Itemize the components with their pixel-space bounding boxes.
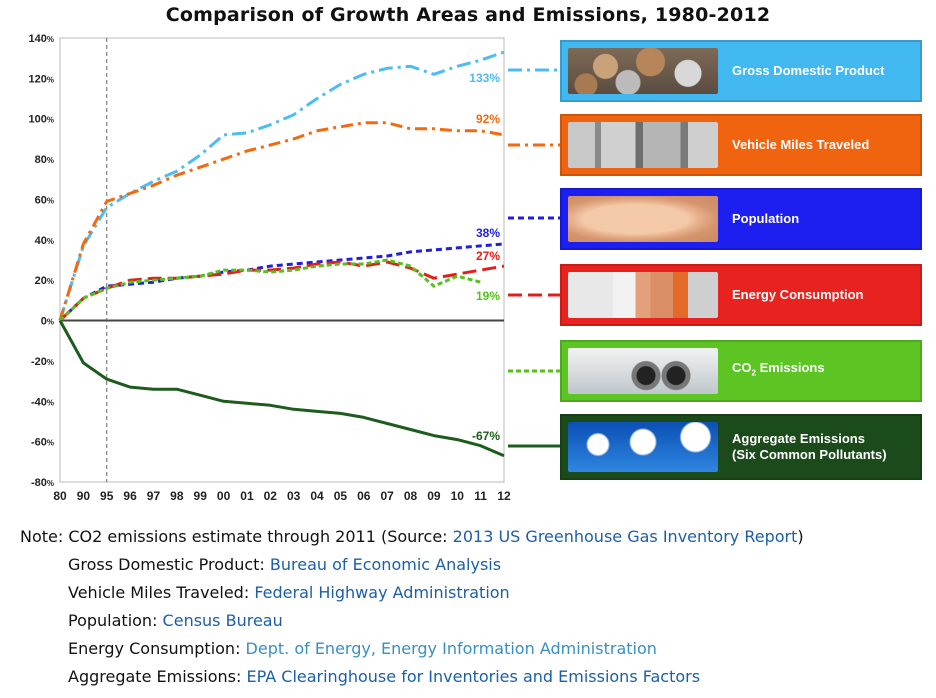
source-row-energy: Energy Consumption: Dept. of Energy, Ene…	[20, 635, 804, 663]
source-link[interactable]: Dept. of Energy, Energy Information Admi…	[245, 639, 657, 658]
chart-title: Comparison of Growth Areas and Emissions…	[165, 4, 771, 26]
plot-area	[59, 37, 505, 483]
series-end-label: 27%	[476, 249, 500, 263]
legend-panel: CO2 Emissions	[560, 340, 922, 402]
x-tick-label: 12	[497, 489, 511, 503]
x-tick-label: 03	[287, 489, 301, 503]
x-tick-label: 96	[123, 489, 137, 503]
traffic-photo	[568, 122, 718, 168]
x-tick-label: 80	[53, 489, 67, 503]
y-tick-label: 60%	[35, 194, 54, 206]
series-end-label: 133%	[469, 71, 500, 85]
source-notes: Note: CO2 emissions estimate through 201…	[20, 523, 804, 691]
series-line	[58, 258, 481, 322]
series-line	[58, 242, 505, 322]
x-tick-label: 98	[170, 489, 184, 503]
source-label: Energy Consumption:	[68, 639, 246, 658]
series-line	[58, 121, 505, 321]
source-label: Aggregate Emissions:	[68, 667, 247, 686]
source-label: Population:	[68, 611, 163, 630]
legend-label: Gross Domestic Product	[732, 63, 885, 78]
legend-panel: Gross Domestic Product	[560, 40, 922, 102]
line-chart: 140% 120% 100% 80% 60% 40% 20% 0% -20% -40% -60% -8…	[29, 33, 560, 503]
x-tick-label: 00	[217, 489, 231, 503]
x-tick-label: 05	[334, 489, 348, 503]
y-tick-label: 20%	[35, 275, 54, 287]
source-row-population: Population: Census Bureau	[20, 607, 804, 635]
source-row-emissions: Aggregate Emissions: EPA Clearinghouse f…	[20, 663, 804, 691]
x-tick-label: 10	[451, 489, 465, 503]
source-label: Vehicle Miles Traveled:	[68, 583, 255, 602]
series-end-label: 38%	[476, 226, 500, 240]
y-tick-label: -80%	[31, 477, 54, 489]
x-tick-label: 90	[77, 489, 91, 503]
note-line: Note: CO2 emissions estimate through 201…	[20, 523, 804, 551]
power-plug-photo	[568, 272, 718, 318]
legend-label: Aggregate Emissions (Six Common Pollutant…	[732, 431, 887, 462]
x-tick-label: 08	[404, 489, 418, 503]
note-suffix: )	[797, 527, 804, 546]
exhaust-pipe-photo	[568, 348, 718, 394]
y-tick-label: 80%	[35, 154, 54, 166]
y-tick-label: -20%	[31, 356, 54, 368]
source-row-gdp: Gross Domestic Product: Bureau of Econom…	[20, 551, 804, 579]
legend-label: Population	[732, 211, 800, 226]
x-tick-label: 06	[357, 489, 371, 503]
x-tick-label: 07	[380, 489, 394, 503]
source-link[interactable]: Federal Highway Administration	[254, 583, 510, 602]
y-tick-label: 100%	[29, 114, 54, 126]
x-tick-label: 04	[310, 489, 324, 503]
note-prefix: Note: CO2 emissions estimate through 201…	[20, 527, 453, 546]
y-tick-label: 40%	[35, 235, 54, 247]
coins-photo	[568, 48, 718, 94]
legend-label: CO2 Emissions	[732, 360, 825, 378]
y-tick-label: 0%	[41, 316, 54, 328]
x-tick-label: 09	[427, 489, 441, 503]
y-tick-label: 120%	[29, 73, 54, 85]
y-tick-label: 140%	[29, 33, 54, 45]
note-source-link[interactable]: 2013 US Greenhouse Gas Inventory Report	[452, 527, 798, 546]
series-line	[58, 260, 505, 322]
legend-panel: Energy Consumption	[560, 264, 922, 326]
legend-label: Vehicle Miles Traveled	[732, 137, 870, 152]
legend-label: Energy Consumption	[732, 287, 864, 302]
source-link[interactable]: Bureau of Economic Analysis	[269, 555, 502, 574]
x-tick-label: 95	[100, 489, 114, 503]
x-tick-label: 99	[194, 489, 208, 503]
smokestacks-photo	[568, 422, 718, 472]
source-link[interactable]: EPA Clearinghouse for Inventories and Em…	[246, 667, 701, 686]
series-end-label: -67%	[472, 429, 500, 443]
source-row-vmt: Vehicle Miles Traveled: Federal Highway …	[20, 579, 804, 607]
x-tick-label: 01	[240, 489, 254, 503]
series-end-label: 19%	[476, 289, 500, 303]
x-tick-label: 97	[147, 489, 161, 503]
baby-photo	[568, 196, 718, 242]
legend-panel: Aggregate Emissions (Six Common Pollutant…	[560, 414, 922, 480]
y-tick-label: -60%	[31, 437, 54, 449]
source-link[interactable]: Census Bureau	[162, 611, 283, 630]
legend-panel: Vehicle Miles Traveled	[560, 114, 922, 176]
series-line	[58, 319, 505, 458]
x-tick-label: 11	[474, 489, 487, 503]
y-tick-label: -40%	[31, 396, 54, 408]
source-label: Gross Domestic Product:	[68, 555, 270, 574]
x-tick-label: 02	[264, 489, 278, 503]
legend-panel: Population	[560, 188, 922, 250]
series-end-label: 92%	[476, 112, 500, 126]
